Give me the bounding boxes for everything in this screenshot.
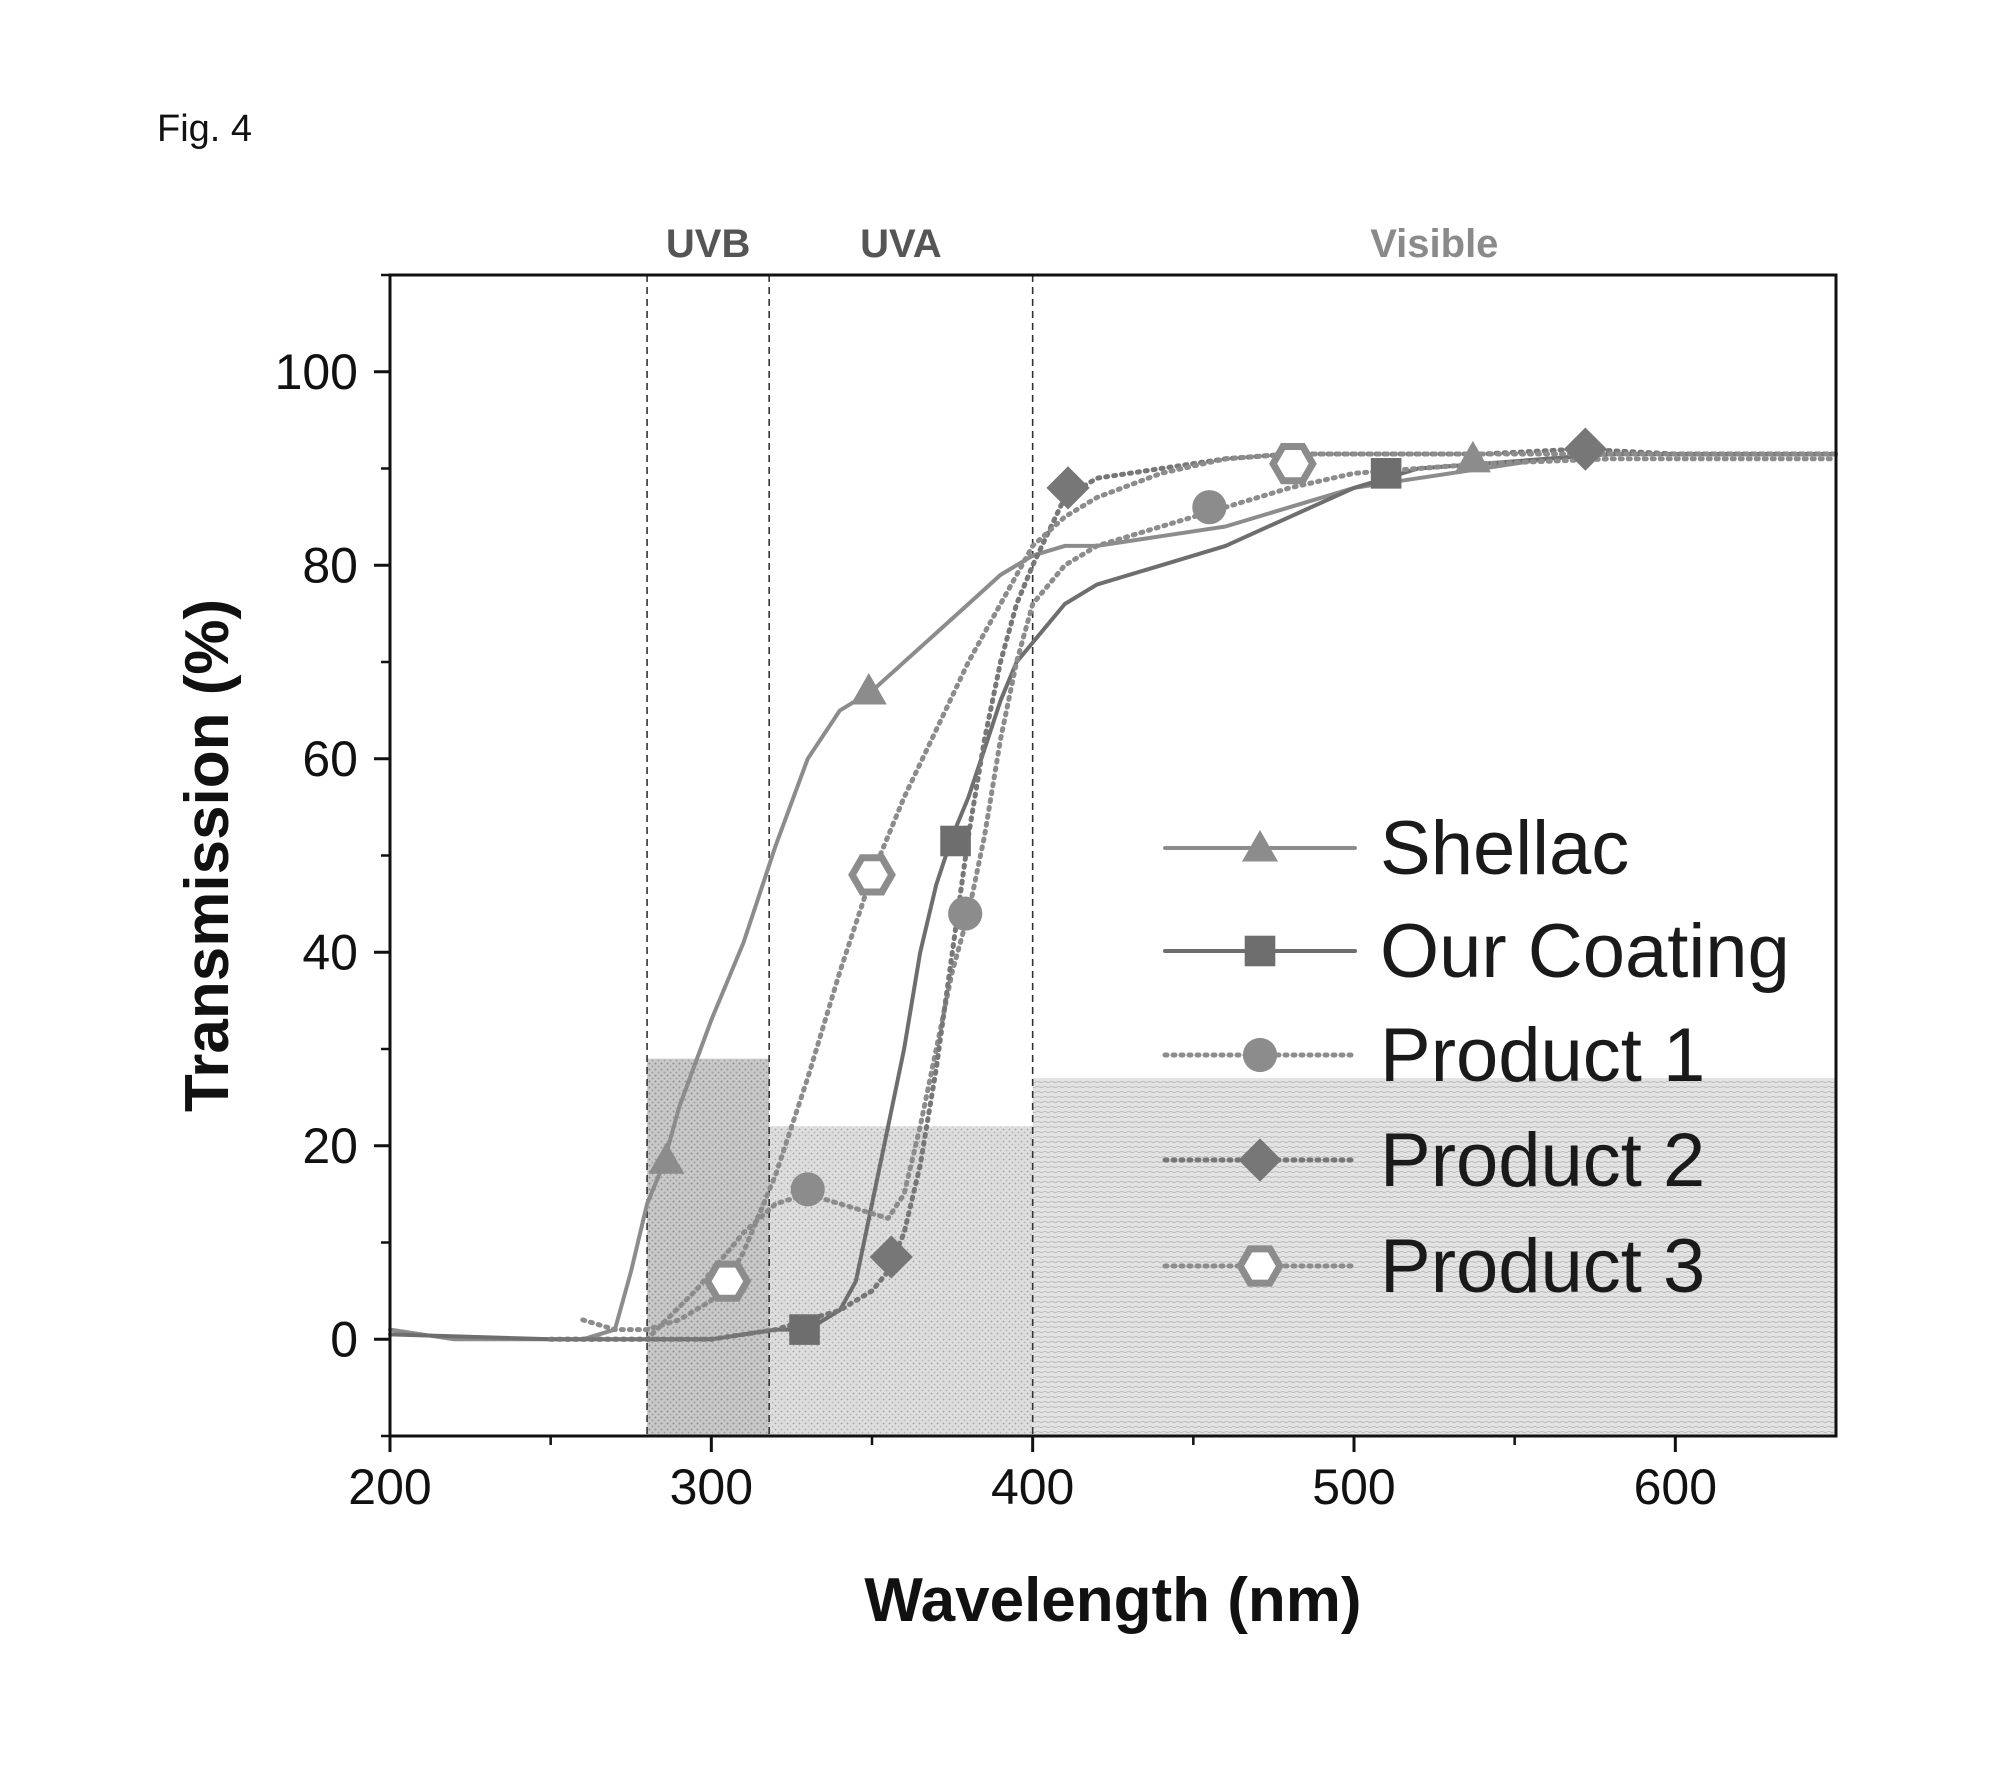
series-1-marker-2	[1370, 458, 1402, 489]
axis-labels: UVB UVA Visible 200 300 400 500 600 0 20 40 60 80 100…	[173, 222, 1717, 1635]
x-tick-label-400: 400	[991, 1459, 1074, 1515]
legend: Shellac Our Coating Product 1 Product 2 Prod…	[1162, 806, 1790, 1309]
series-4-marker-0	[703, 1260, 752, 1302]
y-tick-label-60: 60	[302, 731, 358, 787]
x-tick-label-600: 600	[1634, 1459, 1717, 1515]
y-tick-label-40: 40	[302, 924, 358, 980]
y-tick-label-100: 100	[275, 344, 358, 400]
region-label-uva: UVA	[860, 222, 941, 266]
series-3-marker-0	[869, 1235, 913, 1279]
legend-label-2: Product 1	[1380, 1013, 1705, 1098]
y-tick-label-20: 20	[302, 1118, 358, 1174]
axes	[374, 273, 1838, 1452]
series-4-marker-2	[1269, 443, 1317, 485]
region-fill-visible	[1032, 1078, 1836, 1436]
region-label-visible: Visible	[1370, 222, 1498, 266]
y-tick-label-0: 0	[330, 1311, 358, 1367]
x-tick-label-200: 200	[348, 1459, 431, 1515]
legend-label-3: Product 2	[1380, 1118, 1705, 1203]
series-1-marker-0	[789, 1314, 820, 1345]
series-2-marker-1	[948, 896, 983, 931]
x-tick-label-500: 500	[1312, 1459, 1395, 1515]
legend-marker-2	[1242, 1037, 1278, 1073]
y-axis-title: Transmission (%)	[173, 599, 242, 1112]
legend-marker-0	[1242, 830, 1278, 862]
series-2-marker-0	[790, 1172, 825, 1207]
region-label-uvb: UVB	[666, 222, 750, 266]
series-3-marker-1	[1046, 466, 1090, 510]
series-2-marker-2	[1192, 490, 1227, 525]
spectral-regions	[646, 275, 1836, 1436]
figure-label: Fig. 4	[157, 108, 253, 150]
series-0-marker-0	[648, 1142, 685, 1174]
region-fill-uvb	[647, 1058, 770, 1436]
legend-marker-1	[1244, 935, 1276, 967]
series-markers	[648, 427, 1607, 1345]
legend-marker-3	[1238, 1138, 1282, 1182]
legend-label-4: Product 3	[1380, 1224, 1705, 1309]
y-tick-label-80: 80	[302, 537, 358, 593]
series-4-marker-1	[848, 854, 896, 896]
legend-label-0: Shellac	[1380, 806, 1629, 891]
x-axis-title: Wavelength (nm)	[864, 1566, 1361, 1635]
series-1-marker-1	[940, 825, 971, 857]
series-3-marker-2	[1563, 427, 1607, 471]
series-0-marker-1	[850, 673, 887, 705]
legend-marker-4	[1236, 1245, 1284, 1287]
x-tick-label-300: 300	[670, 1459, 753, 1515]
legend-label-1: Our Coating	[1380, 909, 1790, 994]
series-0-marker-2	[1454, 440, 1491, 473]
